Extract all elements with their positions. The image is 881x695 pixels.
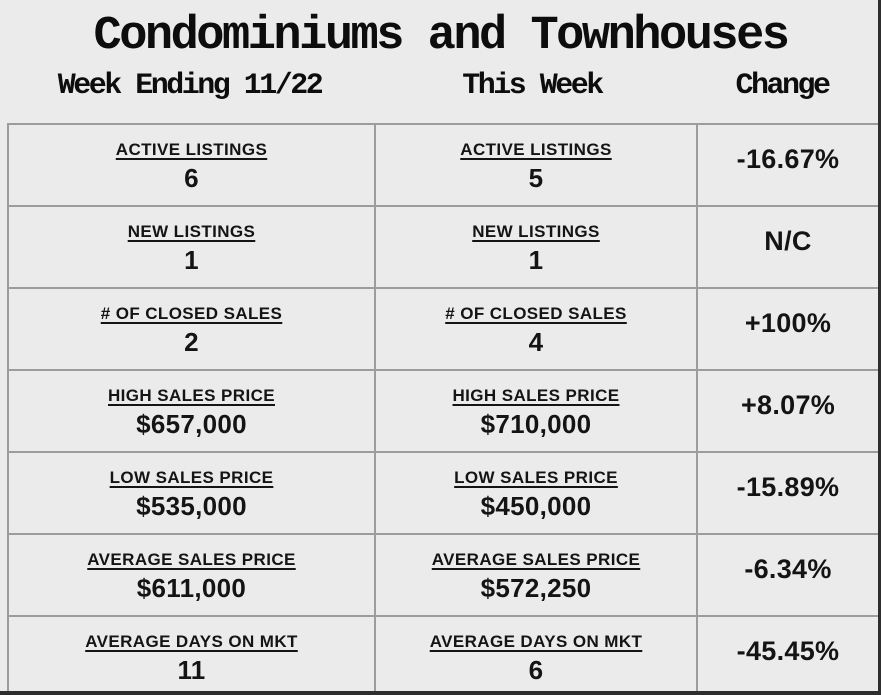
metric-value: 1 [184,245,199,275]
column-header-last-week: Week Ending 11/22 [57,69,324,103]
metric-value: 4 [528,327,544,357]
last-week-cell: NEW LISTINGS 1 [7,205,376,289]
change-value: -16.67% [736,144,840,174]
metric-value: $611,000 [136,573,247,603]
this-week-cell: NEW LISTINGS 1 [374,205,698,289]
table-row-high-sales-price: HIGH SALES PRICE $657,000 HIGH SALES PRI… [7,369,880,453]
page-title: Condominiums and Townhouses [93,10,790,63]
metric-label: AVERAGE DAYS ON MKT [429,632,643,651]
this-week-cell: # OF CLOSED SALES 4 [374,287,698,371]
metric-value: 11 [177,655,206,685]
metric-value: 2 [184,327,199,357]
metric-label: # OF CLOSED SALES [100,304,283,323]
metric-value: 6 [528,655,544,685]
this-week-cell: ACTIVE LISTINGS 5 [374,123,698,207]
change-value: +100% [744,308,832,338]
last-week-cell: HIGH SALES PRICE $657,000 [7,369,376,453]
metric-label: # OF CLOSED SALES [445,304,627,323]
metric-value: $450,000 [480,491,592,521]
metric-label: LOW SALES PRICE [109,468,274,487]
metric-label: NEW LISTINGS [472,222,600,241]
metric-label: NEW LISTINGS [127,222,256,241]
change-cell: -45.45% [696,615,880,695]
metric-value: 5 [528,163,544,193]
last-week-cell: # OF CLOSED SALES 2 [7,287,376,371]
metric-label: LOW SALES PRICE [454,468,618,487]
page-edge-bottom [0,691,881,695]
this-week-cell: AVERAGE DAYS ON MKT 6 [374,615,698,695]
metric-label: HIGH SALES PRICE [108,386,275,405]
table-row-active-listings: ACTIVE LISTINGS 6 ACTIVE LISTINGS 5 -16.… [7,123,880,207]
metric-label: AVERAGE DAYS ON MKT [85,632,298,651]
change-cell: +8.07% [696,369,880,453]
metric-value: $710,000 [480,409,592,439]
table-row-closed-sales: # OF CLOSED SALES 2 # OF CLOSED SALES 4 … [7,287,880,371]
metric-label: ACTIVE LISTINGS [460,140,612,159]
metric-label: AVERAGE SALES PRICE [87,550,296,569]
change-value: -15.89% [736,472,840,502]
metric-label: ACTIVE LISTINGS [115,140,268,159]
table-row-average-days-on-mkt: AVERAGE DAYS ON MKT 11 AVERAGE DAYS ON M… [7,615,880,695]
change-cell: N/C [696,205,880,289]
change-cell: -6.34% [696,533,880,617]
page-edge-right [878,0,881,695]
change-value: -6.34% [744,554,832,584]
this-week-cell: HIGH SALES PRICE $710,000 [374,369,698,453]
this-week-cell: AVERAGE SALES PRICE $572,250 [374,533,698,617]
metric-value: $657,000 [136,409,247,439]
metric-value: 6 [184,163,199,193]
change-cell: -16.67% [696,123,880,207]
last-week-cell: AVERAGE DAYS ON MKT 11 [7,615,376,695]
stats-table: ACTIVE LISTINGS 6 ACTIVE LISTINGS 5 -16.… [7,123,880,695]
change-cell: +100% [696,287,880,371]
last-week-cell: LOW SALES PRICE $535,000 [7,451,376,535]
last-week-cell: AVERAGE SALES PRICE $611,000 [7,533,376,617]
table-row-average-sales-price: AVERAGE SALES PRICE $611,000 AVERAGE SAL… [7,533,880,617]
table-row-low-sales-price: LOW SALES PRICE $535,000 LOW SALES PRICE… [7,451,880,535]
metric-value: $572,250 [480,573,592,603]
metric-value: 1 [528,245,544,275]
change-value: N/C [764,226,812,256]
this-week-cell: LOW SALES PRICE $450,000 [374,451,698,535]
change-value: +8.07% [740,390,836,420]
change-cell: -15.89% [696,451,880,535]
metric-label: AVERAGE SALES PRICE [431,550,641,569]
column-header-change: Change [735,69,831,103]
change-value: -45.45% [736,636,840,666]
column-header-this-week: This Week [462,69,604,103]
metric-value: $535,000 [136,491,247,521]
metric-label: HIGH SALES PRICE [452,386,620,405]
last-week-cell: ACTIVE LISTINGS 6 [7,123,376,207]
column-headers: Week Ending 11/22 This Week Change [7,71,872,101]
table-row-new-listings: NEW LISTINGS 1 NEW LISTINGS 1 N/C [7,205,880,289]
